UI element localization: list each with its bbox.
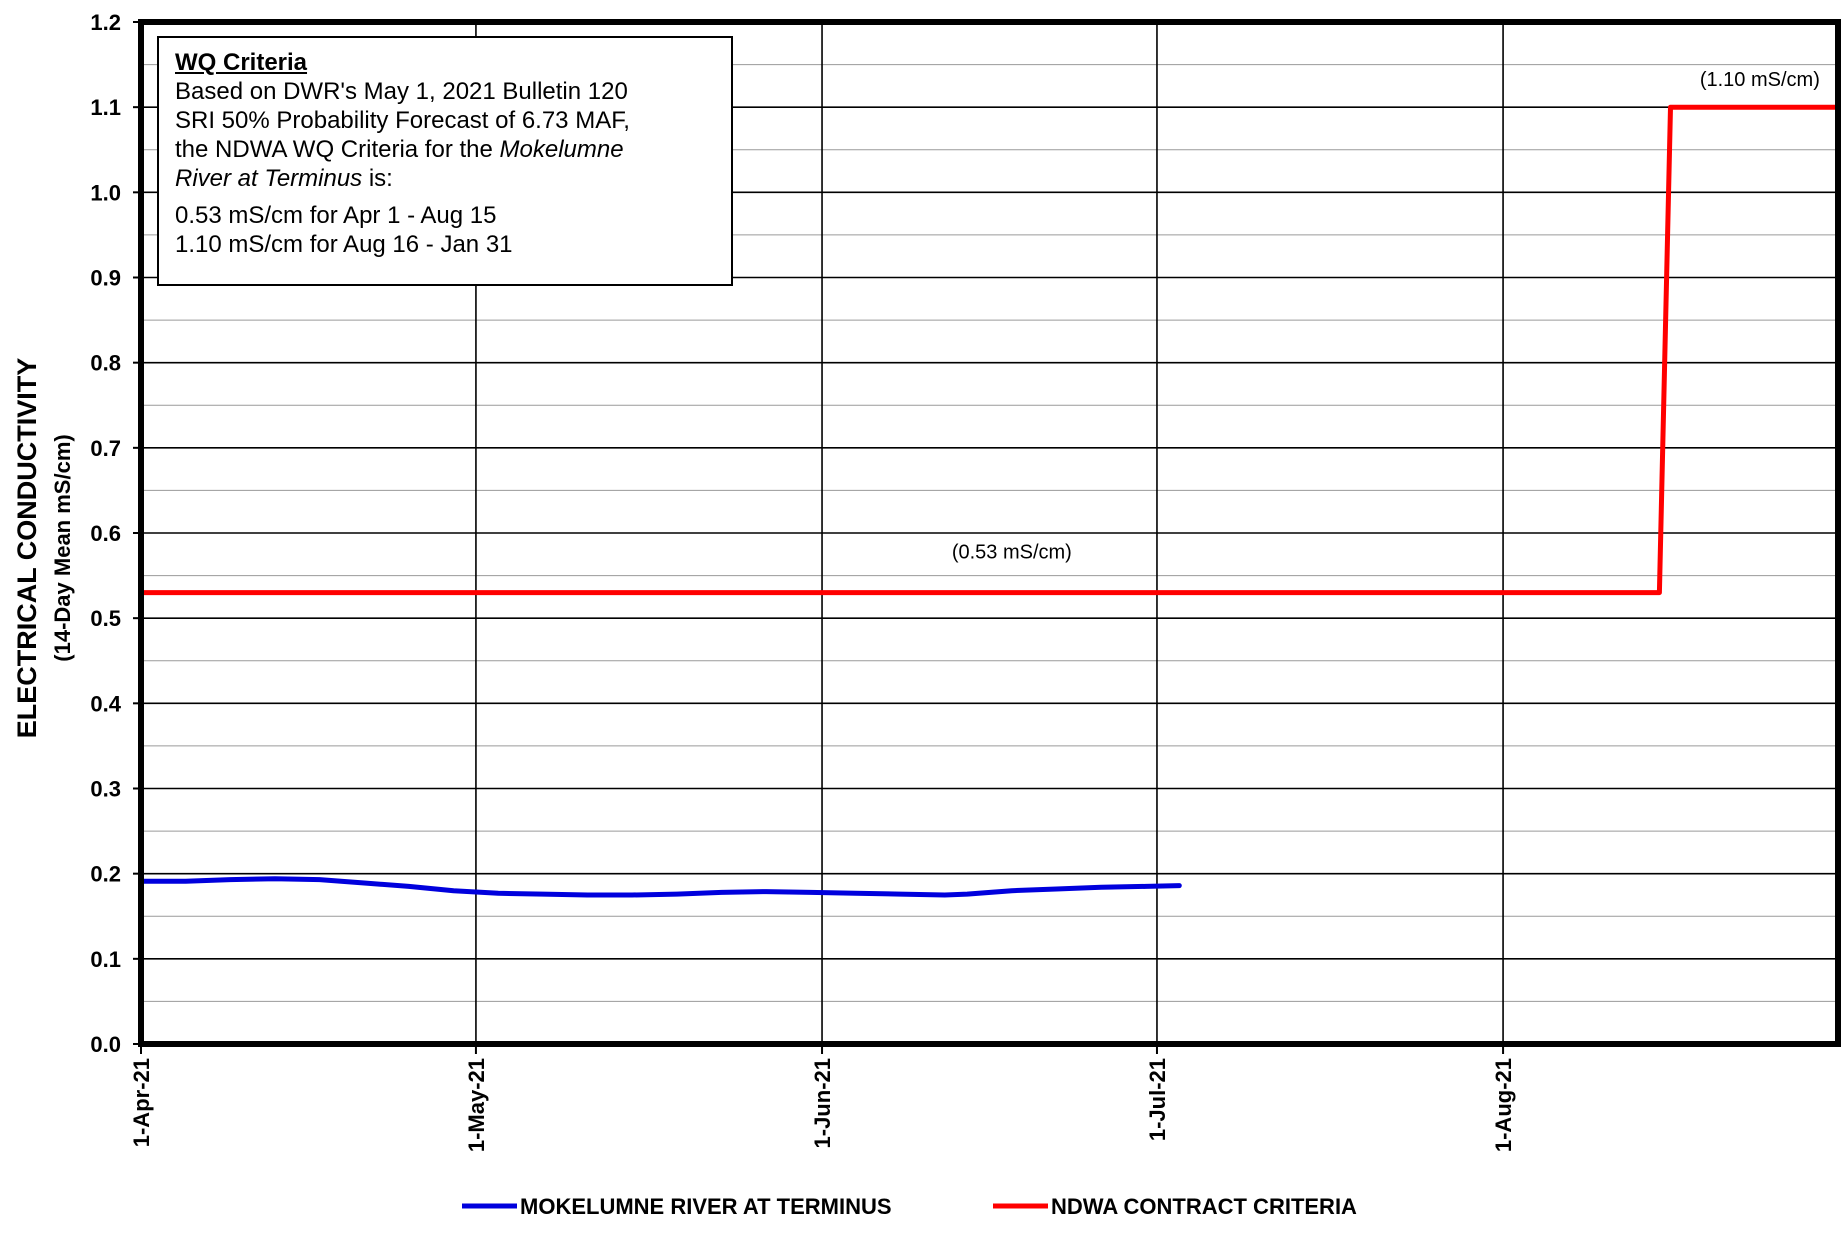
criteria-box: WQ Criteria Based on DWR's May 1, 2021 B… (157, 36, 733, 286)
plot-frame (138, 19, 1841, 1047)
y-axis-title: ELECTRICAL CONDUCTIVITY (12, 358, 42, 739)
y-axis-labels: ELECTRICAL CONDUCTIVITY (14-Day Mean mS/… (12, 358, 75, 739)
x-tick-label: 1-Apr-21 (129, 1058, 154, 1147)
legend-label-2: NDWA CONTRACT CRITERIA (1051, 1194, 1357, 1219)
y-tick-label: 0.1 (90, 947, 121, 972)
annotations: (0.53 mS/cm) (1.10 mS/cm) (952, 69, 1820, 564)
y-tick-label: 0.4 (90, 691, 121, 716)
y-tick-label: 0.5 (90, 606, 121, 631)
criteria-line-5: 0.53 mS/cm for Apr 1 - Aug 15 (175, 202, 497, 229)
y-tick-label: 0.6 (90, 521, 121, 546)
y-tick-label: 0.2 (90, 862, 121, 887)
y-tick-label: 0.0 (90, 1032, 121, 1057)
series-line-2 (138, 104, 1841, 596)
x-tick-label: 1-Aug-21 (1491, 1058, 1516, 1152)
criteria-line-1: Based on DWR's May 1, 2021 Bulletin 120 (175, 78, 628, 105)
value-annotation: (1.10 mS/cm) (1700, 69, 1820, 91)
legend: MOKELUMNE RIVER AT TERMINUS NDWA CONTRACT… (462, 1194, 1357, 1219)
y-axis-subtitle: (14-Day Mean mS/cm) (50, 434, 75, 661)
criteria-line-4-suffix: is: (362, 165, 393, 192)
x-tick-label: 1-Jun-21 (810, 1058, 835, 1148)
criteria-line-6: 1.10 mS/cm for Aug 16 - Jan 31 (175, 231, 513, 258)
y-tick-label: 0.8 (90, 351, 121, 376)
y-tick-label: 1.0 (90, 180, 121, 205)
criteria-title: WQ Criteria (175, 49, 308, 76)
series-lines (138, 104, 1841, 898)
y-tick-label: 0.9 (90, 266, 121, 291)
criteria-location-1: Mokelumne (499, 136, 624, 163)
y-tick-label: 0.7 (90, 436, 121, 461)
legend-label-1: MOKELUMNE RIVER AT TERMINUS (520, 1194, 892, 1219)
value-annotation: (0.53 mS/cm) (952, 542, 1072, 564)
x-tick-label: 1-May-21 (464, 1058, 489, 1152)
criteria-line-3-prefix: the NDWA WQ Criteria for the (175, 136, 500, 163)
criteria-location-2: River at Terminus (175, 165, 363, 192)
tick-labels: 0.0 0.1 0.2 0.3 0.4 0.5 0.6 0.7 0.8 0.9 1.0 1.1 1.2 1… (90, 10, 1516, 1152)
x-tick-label: 1-Jul-21 (1145, 1058, 1170, 1141)
criteria-line-2: SRI 50% Probability Forecast of 6.73 MAF… (175, 107, 630, 134)
criteria-line-4: River at Terminus is: (175, 164, 715, 193)
y-tick-label: 1.2 (90, 10, 121, 35)
series-line-1 (138, 876, 1182, 898)
criteria-line-3: the NDWA WQ Criteria for the Mokelumne (175, 135, 715, 164)
y-tick-label: 0.3 (90, 777, 121, 802)
y-tick-label: 1.1 (90, 95, 121, 120)
